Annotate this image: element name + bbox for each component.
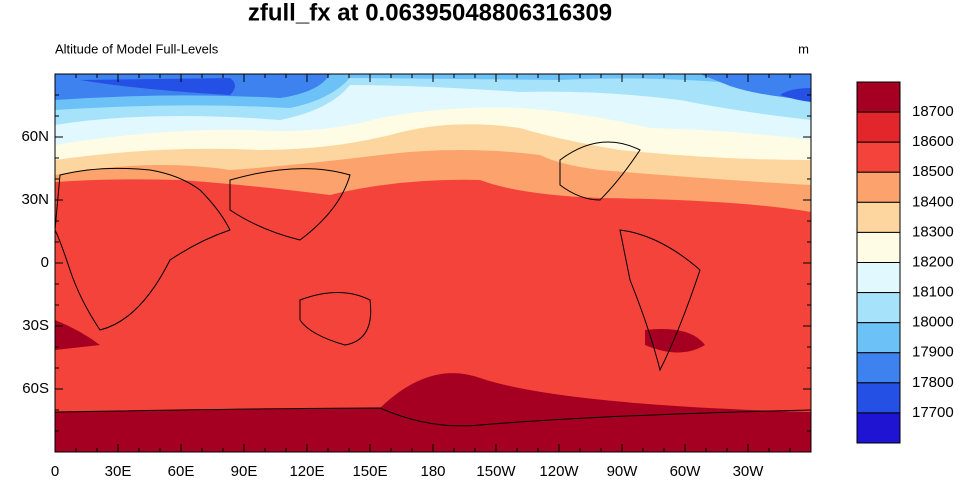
title: zfull_fx at 0.06395048806316309 xyxy=(248,0,612,26)
colorbar: 18700 18600 18500 18400 18300 18200 18100 18000… xyxy=(856,81,954,444)
x-tick-label: 180 xyxy=(420,463,445,480)
colorbar-swatch xyxy=(856,352,901,384)
x-tick-label: 60W xyxy=(670,463,702,480)
map-field xyxy=(55,74,811,452)
x-tick-label: 150E xyxy=(352,463,387,480)
x-tick-label: 60E xyxy=(168,463,195,480)
x-tick-label: 120W xyxy=(539,463,579,480)
axes: 0 30E 60E 90E 120E 150E 180 150W 120W 90W 60W 30W 60… xyxy=(21,74,811,480)
colorbar-swatch xyxy=(856,201,901,233)
subtitle-right: m xyxy=(798,41,809,56)
colorbar-swatch xyxy=(856,141,901,173)
colorbar-swatch xyxy=(856,111,901,143)
colorbar-swatch xyxy=(856,292,901,324)
x-tick-label: 0 xyxy=(51,463,59,480)
y-tick-label: 0 xyxy=(41,254,49,271)
colorbar-label: 18700 xyxy=(912,103,954,120)
colorbar-swatch xyxy=(856,382,901,414)
colorbar-swatch xyxy=(856,262,901,294)
x-tick-label: 120E xyxy=(289,463,324,480)
colorbar-swatch xyxy=(856,171,901,203)
subtitle-left: Altitude of Model Full-Levels xyxy=(55,41,219,56)
colorbar-label: 18400 xyxy=(912,193,954,210)
colorbar-label: 18200 xyxy=(912,253,954,270)
y-tick-label: 30S xyxy=(22,317,49,334)
colorbar-swatch xyxy=(856,231,901,264)
y-tick-label: 30N xyxy=(21,191,49,208)
y-tick-label: 60N xyxy=(21,128,49,145)
colorbar-label: 18500 xyxy=(912,163,954,180)
x-tick-label: 30E xyxy=(105,463,132,480)
colorbar-label: 17700 xyxy=(912,404,954,421)
colorbar-label: 18000 xyxy=(912,314,954,331)
colorbar-swatch xyxy=(856,322,901,354)
x-tick-label: 150W xyxy=(476,463,516,480)
colorbar-label: 17900 xyxy=(912,344,954,361)
colorbar-label: 18100 xyxy=(912,284,954,301)
x-tick-label: 90E xyxy=(231,463,258,480)
colorbar-label: 17800 xyxy=(912,374,954,391)
colorbar-swatch xyxy=(856,81,901,113)
y-tick-label: 60S xyxy=(22,380,49,397)
x-tick-label: 90W xyxy=(607,463,639,480)
colorbar-label: 18300 xyxy=(912,223,954,240)
colorbar-swatch xyxy=(856,412,901,444)
colorbar-label: 18600 xyxy=(912,133,954,150)
x-tick-label: 30W xyxy=(733,463,765,480)
